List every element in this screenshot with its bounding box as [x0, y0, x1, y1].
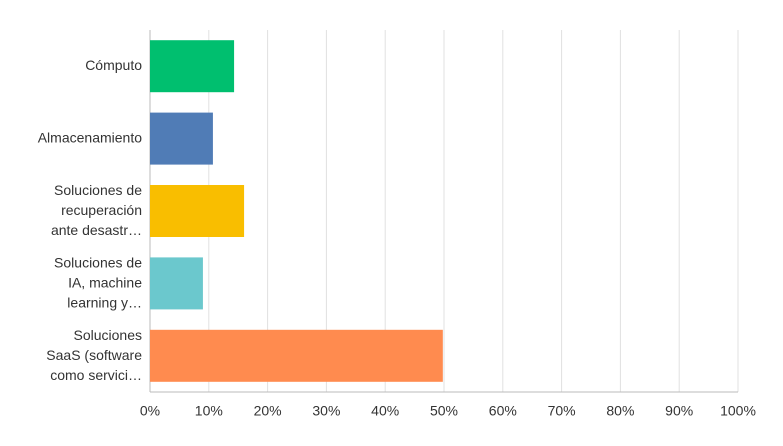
x-tick-label: 10%	[195, 403, 223, 419]
y-tick-label-line: learning y…	[67, 294, 142, 310]
x-tick-label: 0%	[140, 403, 160, 419]
y-tick-label-line: IA, machine	[68, 274, 142, 290]
y-tick-label: Cómputo	[85, 57, 142, 73]
y-tick-label-line: Cómputo	[85, 57, 142, 73]
y-tick-label: Almacenamiento	[38, 129, 142, 145]
x-tick-label: 100%	[720, 403, 756, 419]
y-tick-label-line: Soluciones	[74, 327, 143, 343]
x-tick-label: 90%	[665, 403, 693, 419]
y-tick-label-line: SaaS (software	[46, 347, 142, 363]
x-tick-label: 50%	[430, 403, 458, 419]
y-tick-label-line: recuperación	[61, 202, 142, 218]
bar	[150, 112, 213, 165]
x-tick-label: 70%	[548, 403, 576, 419]
x-tick-label: 30%	[312, 403, 340, 419]
y-tick-label-line: Soluciones de	[54, 254, 142, 270]
y-tick-label: Soluciones de IA, machine learning y…	[54, 254, 142, 310]
bar	[150, 329, 443, 382]
y-tick-label: Soluciones SaaS (software como servici…	[46, 327, 142, 383]
y-tick-label-line: Almacenamiento	[38, 129, 142, 145]
bar	[150, 185, 245, 237]
x-tick-label: 40%	[371, 403, 399, 419]
bar	[150, 257, 203, 310]
y-tick-label-line: ante desastr…	[51, 222, 142, 238]
bar	[150, 40, 235, 93]
x-tick-label: 60%	[489, 403, 517, 419]
x-tick-label: 20%	[254, 403, 282, 419]
y-tick-label-line: Soluciones de	[54, 182, 142, 198]
y-tick-label-line: como servici…	[50, 367, 142, 383]
x-tick-label: 80%	[606, 403, 634, 419]
y-tick-label: Soluciones de recuperación ante desastr…	[51, 182, 142, 238]
